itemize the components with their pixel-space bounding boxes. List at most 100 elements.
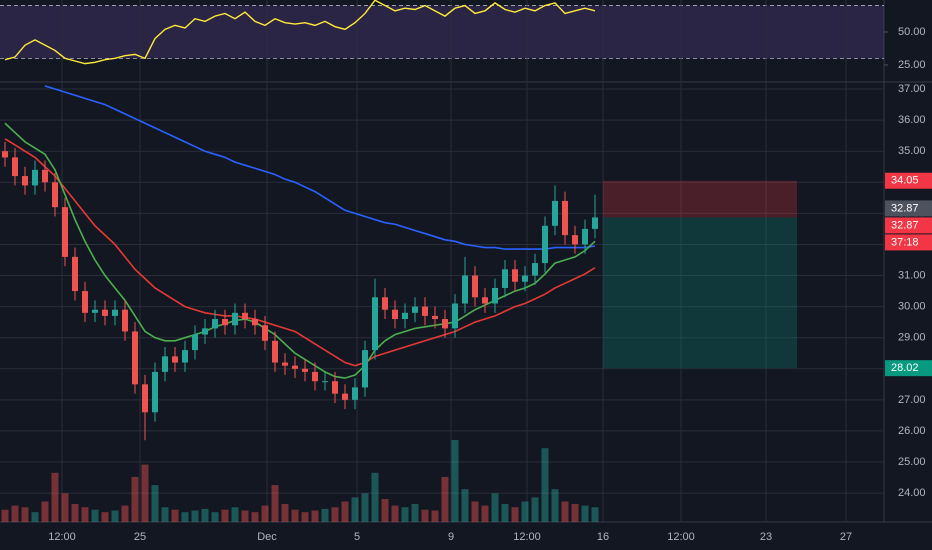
candle-body — [152, 371, 158, 413]
candle-body — [52, 182, 58, 208]
x-tick-label: 25 — [134, 531, 146, 543]
candle-body — [462, 275, 468, 304]
volume-bar — [431, 510, 439, 522]
candle-body — [372, 297, 378, 351]
candle-body — [72, 256, 78, 292]
candle-body — [572, 235, 578, 245]
volume-bar — [531, 497, 539, 522]
candle-body — [262, 325, 268, 341]
volume-bar — [311, 510, 319, 522]
moving-average — [44, 85, 596, 250]
volume-bar — [61, 493, 69, 522]
volume-bar — [241, 510, 249, 522]
candle-body — [82, 291, 88, 313]
volume-bar — [541, 448, 549, 522]
x-tick-label: 16 — [597, 531, 609, 543]
last-price-label-bg — [885, 200, 932, 217]
volume-bar — [321, 508, 329, 522]
candle-body — [382, 297, 388, 310]
volume-bar — [301, 512, 309, 522]
volume-bar — [231, 507, 239, 522]
x-tick-label: 27 — [840, 531, 852, 543]
volume-bar — [261, 505, 269, 522]
volume-bar — [401, 507, 409, 522]
candle-body — [352, 387, 358, 400]
candle-body — [402, 312, 408, 320]
candle-body — [412, 306, 418, 313]
volume-bar — [421, 509, 429, 522]
candle-body — [502, 269, 508, 288]
volume-bar — [111, 510, 119, 522]
volume-bar — [171, 509, 179, 522]
candle-body — [562, 200, 568, 236]
countdown-label-bg — [885, 234, 932, 251]
candle-body — [12, 157, 18, 177]
volume-bar — [71, 503, 79, 522]
volume-bar — [141, 464, 149, 522]
volume-bar — [351, 497, 359, 522]
volume-bar — [341, 501, 349, 522]
last-price-label: 32.87 — [891, 202, 919, 214]
candle-body — [442, 319, 448, 329]
candle-body — [312, 371, 318, 382]
candle-body — [2, 151, 8, 158]
moving-average — [4, 138, 596, 367]
volume-bar — [361, 493, 369, 522]
volume-bar — [11, 505, 19, 522]
volume-bar — [391, 505, 399, 522]
x-tick-label: 9 — [448, 531, 454, 543]
candle-body — [522, 275, 528, 282]
x-tick-label: 12:00 — [667, 531, 695, 543]
volume-bar — [161, 507, 169, 522]
target-label: 28.02 — [891, 362, 919, 374]
candle-body — [102, 309, 108, 316]
rsi-tick-label: 50.00 — [898, 26, 926, 38]
stop-label: 34.05 — [891, 175, 919, 187]
volume-bar — [581, 505, 589, 522]
volume-bar — [471, 501, 479, 522]
volume-bar — [211, 512, 219, 522]
volume-bar — [41, 501, 49, 522]
volume-bar — [81, 507, 89, 522]
volume-bar — [31, 512, 39, 522]
y-tick-label: 29.00 — [898, 332, 926, 344]
candle-body — [342, 393, 348, 400]
candle-body — [192, 334, 198, 351]
candle-body — [232, 312, 238, 326]
candle-body — [242, 312, 248, 320]
candle-body — [172, 356, 178, 363]
candle-body — [222, 319, 228, 326]
x-tick-label: 12:00 — [48, 531, 76, 543]
candle-body — [282, 362, 288, 366]
volume-bar — [191, 510, 199, 522]
candle-body — [452, 303, 458, 329]
x-tick-label: 12:00 — [513, 531, 541, 543]
volume-bar — [131, 476, 139, 522]
volume-bar — [501, 503, 509, 522]
volume-bar — [551, 489, 559, 522]
volume-bar — [271, 485, 279, 522]
candle-body — [432, 315, 438, 320]
y-tick-label: 26.00 — [898, 425, 926, 437]
x-tick-label: 5 — [354, 531, 360, 543]
candle-body — [392, 309, 398, 320]
candle-body — [322, 381, 328, 383]
candle-body — [162, 356, 168, 372]
rsi-line — [4, 0, 596, 65]
candle-body — [482, 297, 488, 304]
volume-bar — [51, 472, 59, 522]
candle-body — [132, 331, 138, 385]
target-label-bg — [885, 360, 932, 377]
candle-body — [292, 365, 298, 369]
candle-body — [332, 381, 338, 394]
candle-body — [212, 319, 218, 329]
volume-bar — [561, 501, 569, 522]
y-tick-label: 30.00 — [898, 301, 926, 313]
candle-body — [272, 340, 278, 363]
candle-body — [112, 309, 118, 316]
y-tick-label: 36.00 — [898, 114, 926, 126]
volume-bar — [411, 503, 419, 522]
volume-bar — [461, 489, 469, 522]
volume-bar — [91, 509, 99, 522]
